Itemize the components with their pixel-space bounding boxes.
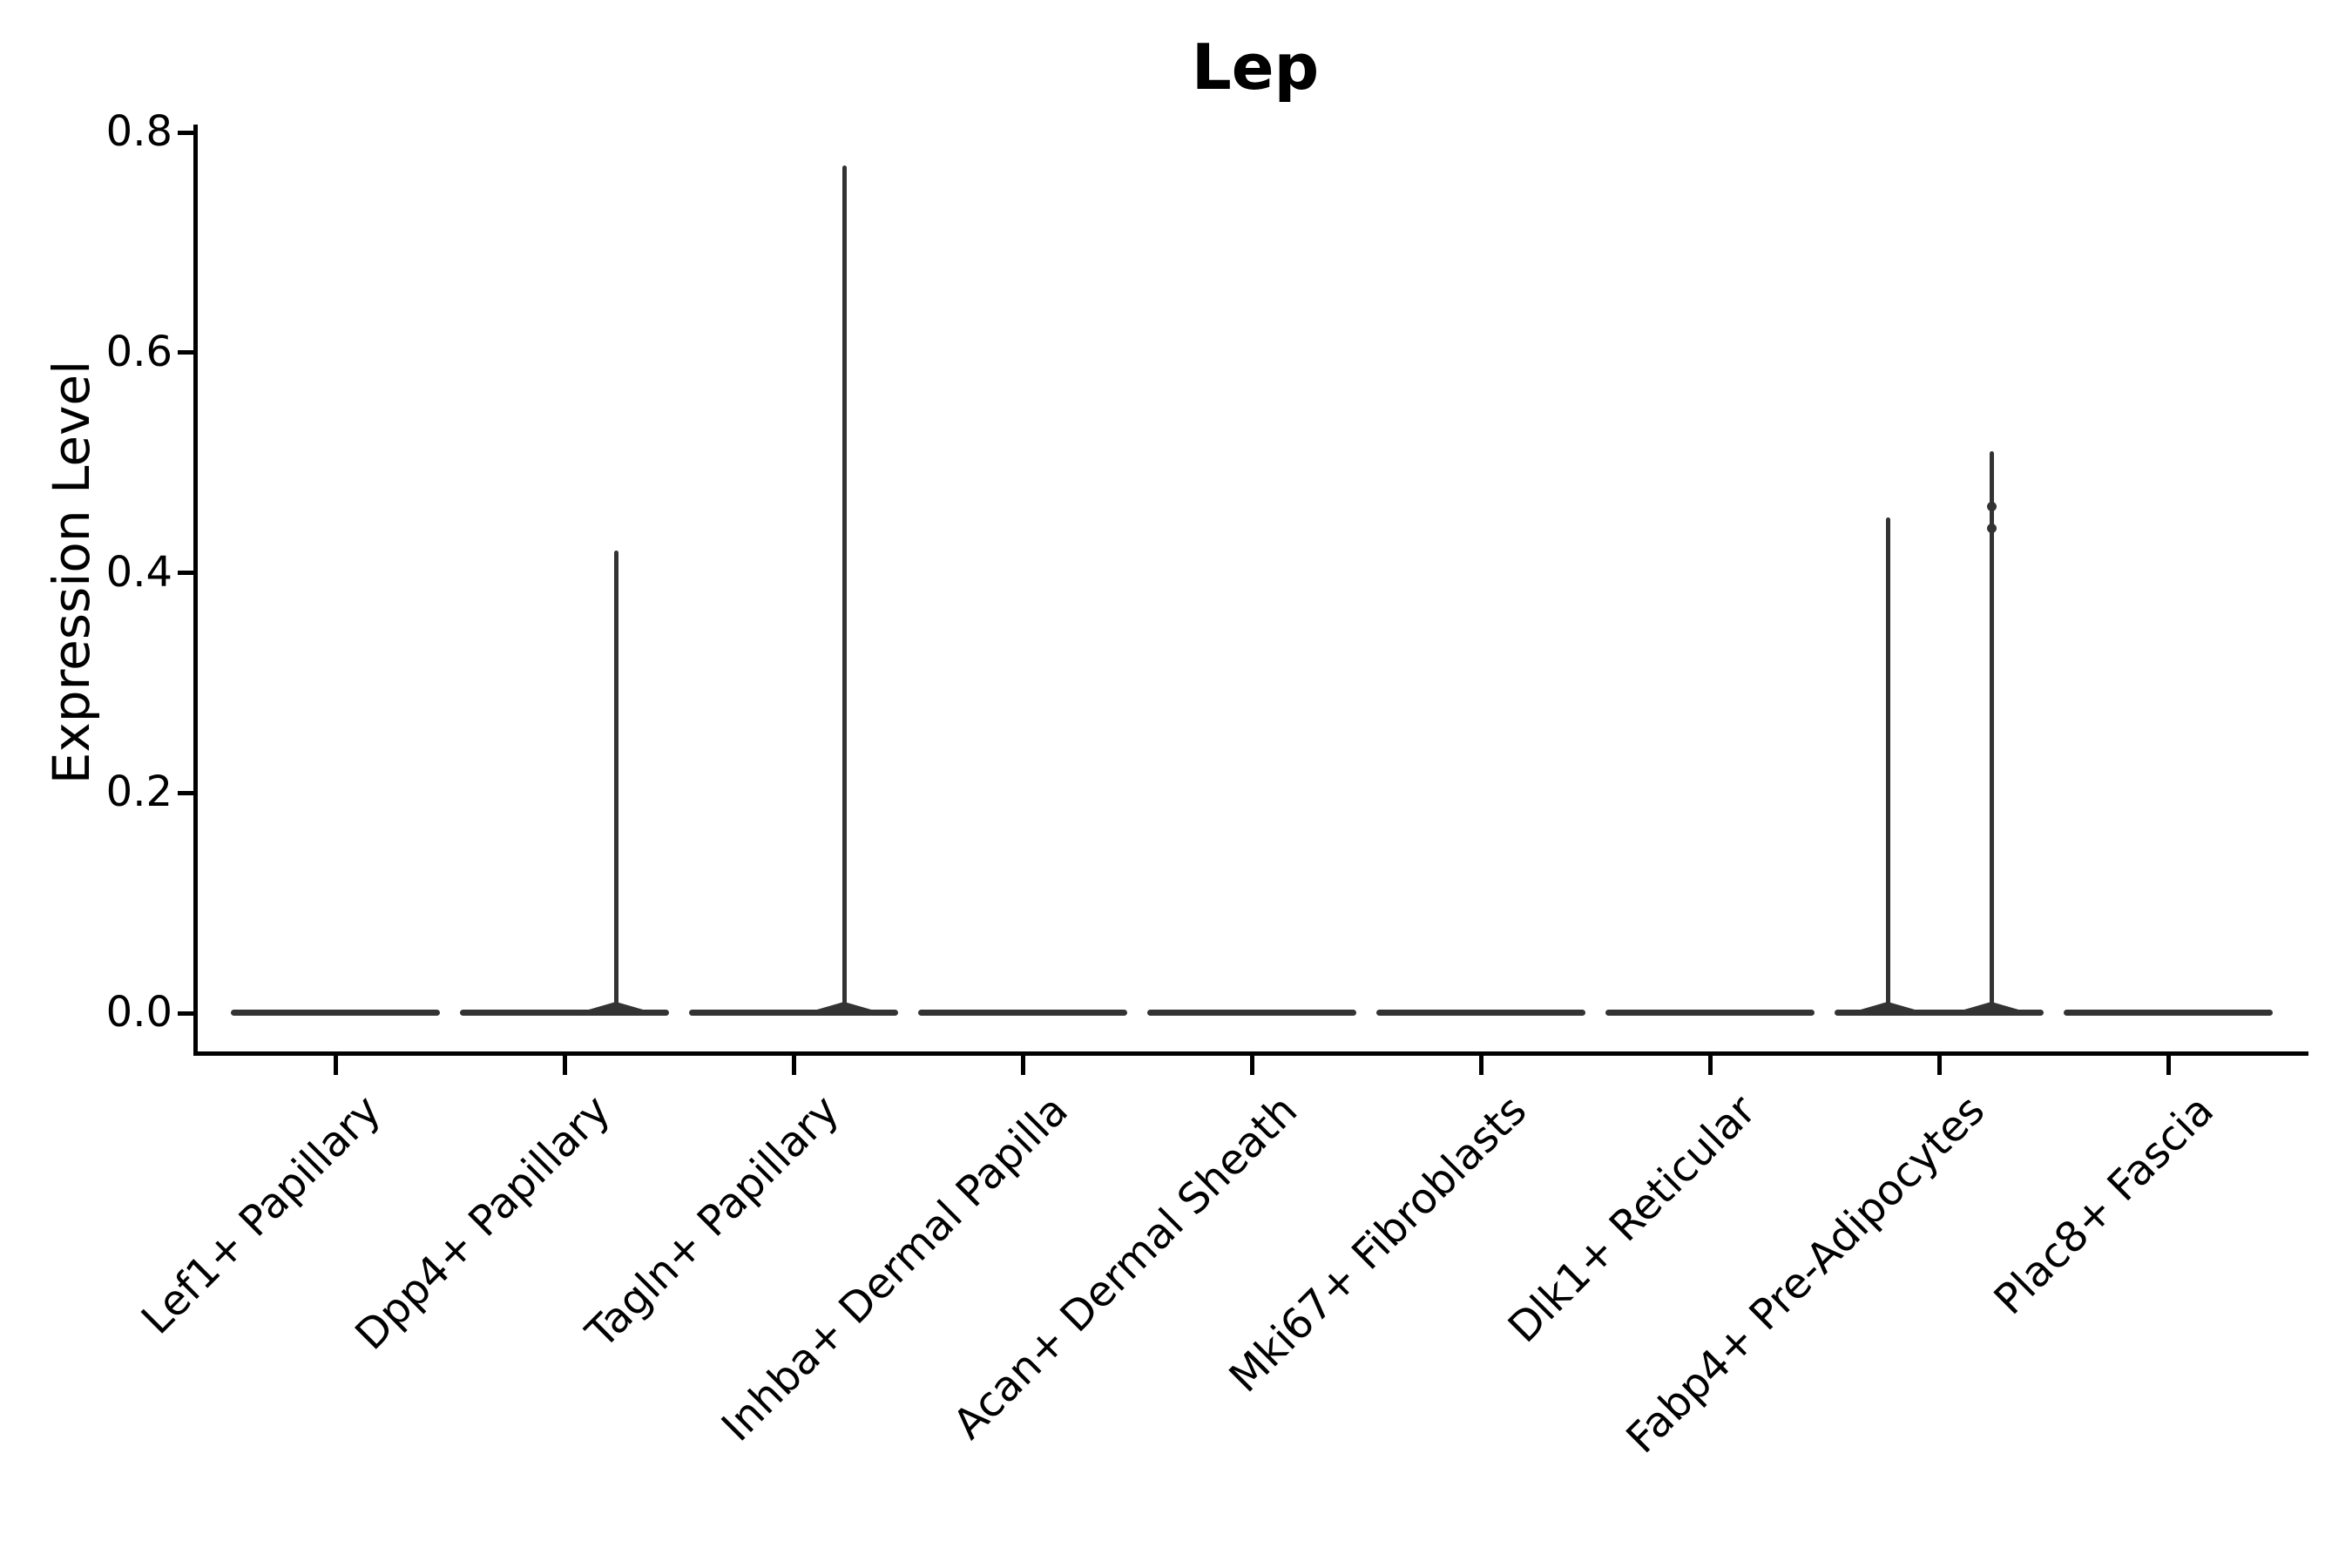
y-tick-mark — [178, 571, 193, 575]
y-tick-label: 0.0 — [105, 988, 172, 1037]
violin-body — [460, 1010, 669, 1016]
x-tick-mark — [562, 1056, 567, 1075]
x-tick-mark — [1936, 1056, 1942, 1075]
violin-body — [1376, 1010, 1585, 1016]
y-axis-spine — [193, 125, 198, 1056]
x-tick-label: Tagln+ Papillary — [577, 1085, 849, 1358]
x-tick-mark — [1707, 1056, 1713, 1075]
violin-spike — [1989, 451, 1994, 1011]
violin-body — [2064, 1010, 2273, 1016]
violin-body — [1147, 1010, 1356, 1016]
y-tick-mark — [178, 130, 193, 135]
x-tick-mark — [1249, 1056, 1254, 1075]
plot-title: Lep — [1191, 30, 1320, 104]
violin-spike — [613, 551, 618, 1011]
x-tick-mark — [2166, 1056, 2171, 1075]
y-tick-mark — [178, 350, 193, 355]
x-tick-label: Lef1+ Papillary — [132, 1085, 391, 1344]
y-tick-label: 0.4 — [105, 547, 172, 597]
violin-spike — [841, 165, 847, 1011]
x-axis-spine — [193, 1051, 2308, 1056]
x-tick-mark — [333, 1056, 338, 1075]
violin-body — [1605, 1010, 1815, 1016]
y-tick-mark — [178, 1010, 193, 1016]
violin-body — [1835, 1010, 2044, 1016]
spike-knot — [1986, 502, 1997, 512]
violin-spike — [1885, 517, 1890, 1011]
y-tick-label: 0.8 — [105, 107, 172, 156]
violin-body — [689, 1010, 898, 1016]
spike-knot — [1986, 524, 1997, 534]
x-tick-label: Plac8+ Fascia — [1984, 1085, 2224, 1325]
x-tick-label: Dlk1+ Reticular — [1498, 1085, 1766, 1353]
y-axis-label: Expression Level — [42, 360, 101, 785]
violin-body — [918, 1010, 1127, 1016]
y-tick-label: 0.2 — [105, 767, 172, 817]
x-tick-mark — [1478, 1056, 1484, 1075]
y-tick-label: 0.6 — [105, 327, 172, 376]
violin-body — [231, 1010, 440, 1016]
x-tick-mark — [791, 1056, 796, 1075]
y-tick-mark — [178, 790, 193, 795]
x-tick-mark — [1020, 1056, 1025, 1075]
x-tick-label: Dpp4+ Papillary — [346, 1085, 620, 1360]
